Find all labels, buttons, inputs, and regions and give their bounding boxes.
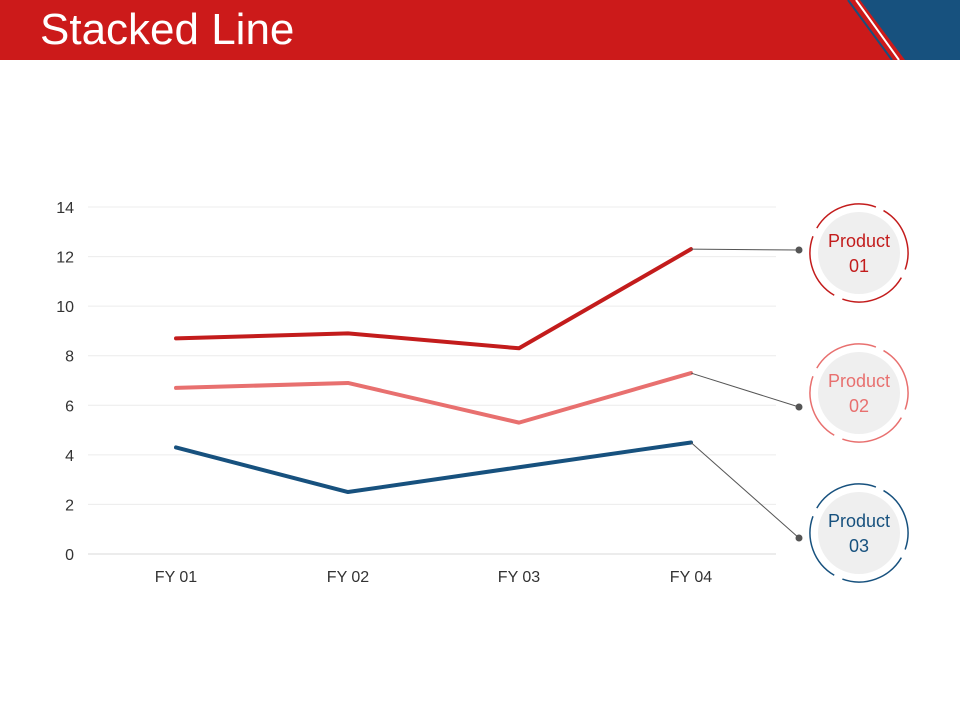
series-legend: Product 01 Product 02 Product 03 xyxy=(809,203,909,583)
corner-blue-stripe xyxy=(860,0,960,60)
legend-label-line1: Product xyxy=(828,371,890,391)
y-tick-label: 12 xyxy=(56,250,74,267)
series-line-3 xyxy=(174,440,693,495)
y-tick-label: 2 xyxy=(65,497,74,514)
legend-badge-ring xyxy=(809,483,909,583)
legend-badge-fill xyxy=(818,352,900,434)
y-tick-label: 10 xyxy=(56,299,74,316)
legend-badge-fill xyxy=(818,492,900,574)
y-tick-label: 8 xyxy=(65,349,74,366)
title-bar: Stacked Line xyxy=(0,0,960,60)
y-tick-label: 4 xyxy=(65,448,74,465)
series-lines xyxy=(174,247,693,495)
legend-label-line1: Product xyxy=(828,231,890,251)
x-tick-label: FY 03 xyxy=(498,569,541,586)
connector-dot xyxy=(795,403,803,411)
legend-badge-ring xyxy=(809,203,909,303)
legend-connectors xyxy=(690,246,803,542)
connector-line xyxy=(690,248,800,251)
legend-label-line2: 02 xyxy=(849,396,869,416)
connector-dot xyxy=(795,246,803,254)
legend-badge-fill xyxy=(818,212,900,294)
series-line-2 xyxy=(174,371,693,425)
y-tick-label: 0 xyxy=(65,547,74,564)
y-tick-label: 6 xyxy=(65,398,74,415)
corner-blue-line xyxy=(847,0,893,60)
page-title: Stacked Line xyxy=(40,5,295,54)
gridlines xyxy=(88,206,776,555)
y-axis-ticks: 0 2 4 6 8 10 12 14 xyxy=(56,200,74,564)
legend-badge-ring xyxy=(809,343,909,443)
x-axis-ticks: FY 01 FY 02 FY 03 FY 04 xyxy=(155,569,713,586)
series-line-1 xyxy=(174,247,693,351)
legend-label-line2: 01 xyxy=(849,256,869,276)
y-tick-label: 14 xyxy=(56,200,74,217)
corner-white-line xyxy=(855,0,900,60)
legend-label-line2: 03 xyxy=(849,536,869,556)
legend-label-line1: Product xyxy=(828,511,890,531)
corner-decoration xyxy=(847,0,960,60)
connector-line xyxy=(690,442,800,539)
connector-dot xyxy=(795,534,803,542)
x-tick-label: FY 01 xyxy=(155,569,198,586)
x-tick-label: FY 04 xyxy=(670,569,713,586)
x-tick-label: FY 02 xyxy=(327,569,370,586)
connector-line xyxy=(690,372,800,408)
